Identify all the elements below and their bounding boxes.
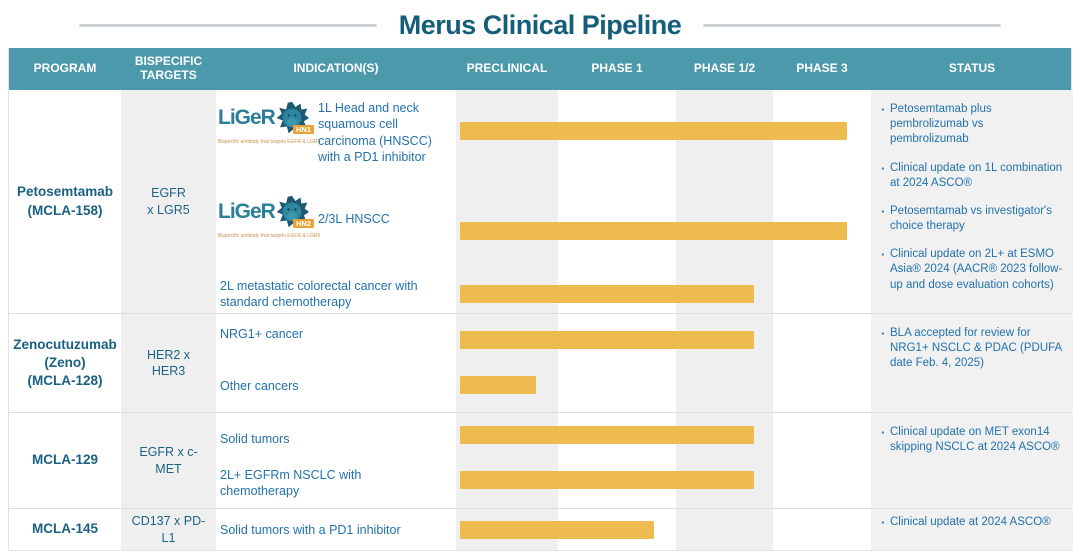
indication-label: Solid tumors with a PD1 inhibitor [220,523,401,537]
pipeline-table: PROGRAM BISPECIFIC TARGETS INDICATION(S)… [8,48,1073,551]
status-list: Clinical update at 2024 ASCO® [879,514,1065,531]
hn1-badge: HN1 [292,124,314,134]
phase-bar [460,222,847,240]
phase-bars-overlay [456,509,871,550]
preclinical-cell [456,314,558,412]
bispecific-targets: EGFR x LGR5 [121,90,216,313]
liger-hn1-logo: LiGeR HN1 Bispecific antibody that targe… [218,98,321,145]
table-header-row: PROGRAM BISPECIFIC TARGETS INDICATION(S)… [9,48,1071,90]
phase-bar [460,521,654,539]
phase-bars-overlay [456,413,871,508]
status-item: Clinical update at 2024 ASCO® [879,514,1065,531]
status-item: Clinical update on 2L+ at ESMO Asia® 202… [879,246,1065,293]
program-name: MCLA-129 [31,452,98,468]
phase-bars-overlay [456,90,871,313]
status-item: Petosemtamab plus pembrolizumab vs pembr… [879,101,1065,148]
program-name: Zenocutuzumab (Zeno) (MCLA-128) [13,336,117,389]
indication-label: Other cancers [220,379,299,393]
phase-bar [460,426,754,444]
program-name: Petosemtamab (MCLA-158) [16,184,114,218]
bispecific-targets: HER2 x HER3 [121,314,216,412]
column-header-phase1-2: PHASE 1/2 [693,61,756,76]
status-cell: Petosemtamab plus pembrolizumab vs pembr… [871,90,1073,313]
status-cell: BLA accepted for review for NRG1+ NSCLC … [871,314,1073,412]
indications-cell: NRG1+ cancer Other cancers [216,314,456,412]
status-item: Clinical update on 1L combination at 202… [879,160,1065,191]
indication-label: Solid tumors [220,432,290,446]
liger-wordmark: LiGeR [218,106,276,129]
phase-bar [460,331,754,349]
indication-label: 2L+ EGFRm NSCLC with chemotherapy [220,468,362,499]
indication-label: 1L Head and neck squamous cell carcinoma… [318,101,432,164]
table-row: MCLA-129 EGFR x c-MET Solid tumors 2L+ E… [9,412,1073,508]
page-title: Merus Clinical Pipeline [398,9,682,40]
status-cell: Clinical update at 2024 ASCO® [871,509,1073,550]
indications-cell: Solid tumors 2L+ EGFRm NSCLC with chemot… [216,413,456,508]
status-item: Clinical update on MET exon14 skipping N… [879,424,1065,455]
title-bar: Merus Clinical Pipeline [0,0,1080,46]
indications-cell: LiGeR HN1 Bispecific antibody that targe… [216,90,456,313]
column-header-indications: INDICATION(S) [293,61,379,76]
phase1-2-cell [676,509,773,550]
table-row: Zenocutuzumab (Zeno) (MCLA-128) HER2 x H… [9,313,1073,412]
indication-label: 2L metastatic colorectal cancer with sta… [220,279,418,310]
title-rule-right [703,23,1002,27]
status-item: BLA accepted for review for NRG1+ NSCLC … [879,325,1065,372]
status-list: BLA accepted for review for NRG1+ NSCLC … [879,325,1065,372]
phase-bar [460,471,754,489]
table-row: MCLA-145 CD137 x PD-L1 Solid tumors with… [9,508,1073,550]
column-header-phase3: PHASE 3 [796,61,848,76]
hn2-badge: HN2 [292,218,314,228]
phase-bar [460,122,847,140]
program-name: MCLA-145 [31,521,98,537]
phase-bar [460,285,754,303]
liger-wordmark: LiGeR [218,200,276,223]
status-list: Clinical update on MET exon14 skipping N… [879,424,1065,455]
bispecific-targets: EGFR x c-MET [121,413,216,508]
indication-label: 2/3L HNSCC [318,212,390,226]
phase-bar [460,376,536,394]
column-header-targets: BISPECIFIC TARGETS [134,54,203,82]
status-list: Petosemtamab plus pembrolizumab vs pembr… [879,101,1065,293]
column-header-status: STATUS [948,61,996,76]
column-header-phase1: PHASE 1 [591,61,643,76]
phase-bars-overlay [456,314,871,412]
status-cell: Clinical update on MET exon14 skipping N… [871,413,1073,508]
bispecific-targets: CD137 x PD-L1 [121,509,216,550]
table-row: Petosemtamab (MCLA-158) EGFR x LGR5 LiGe… [9,90,1073,313]
title-rule-left [78,23,377,27]
phase1-2-cell [676,314,773,412]
column-header-program: PROGRAM [33,61,97,76]
logo-tagline: Bispecific antibody that targets EGFR & … [218,233,321,239]
status-item: Petosemtamab vs investigator's choice th… [879,203,1065,234]
column-header-preclinical: PRECLINICAL [466,61,548,76]
lion-icon [276,101,309,134]
indications-cell: Solid tumors with a PD1 inhibitor [216,509,456,550]
logo-tagline: Bispecific antibody that targets EGFR & … [218,139,321,145]
liger-hn2-logo: LiGeR HN2 Bispecific antibody that targe… [218,192,321,239]
indication-label: NRG1+ cancer [220,327,304,341]
